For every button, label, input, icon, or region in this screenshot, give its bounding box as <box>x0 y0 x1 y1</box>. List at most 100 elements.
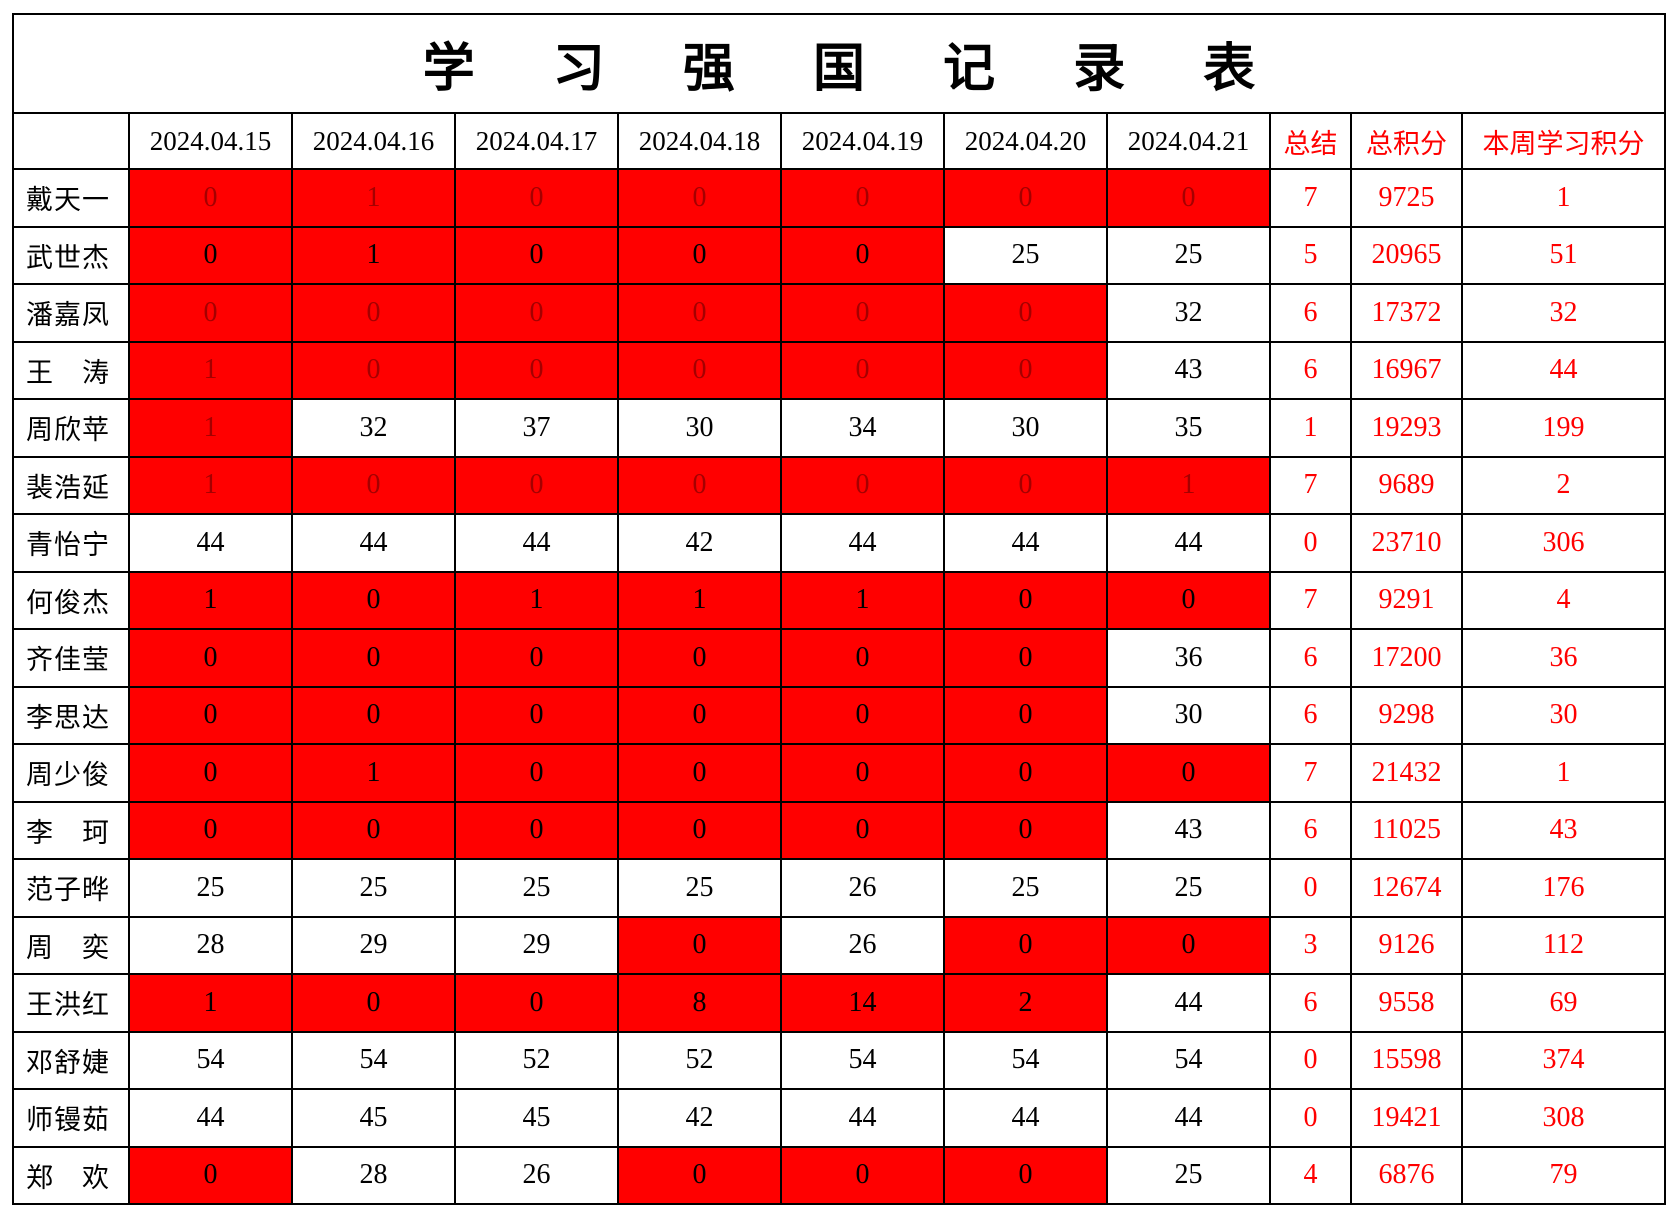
day-score-cell[interactable]: 26 <box>780 858 945 918</box>
day-score-cell[interactable]: 2 <box>943 973 1108 1033</box>
weekly-cell[interactable]: 4 <box>1460 570 1667 630</box>
day-score-cell[interactable]: 0 <box>1106 743 1271 803</box>
day-score-cell[interactable]: 0 <box>943 685 1108 745</box>
day-score-cell[interactable]: 0 <box>943 455 1108 515</box>
day-score-cell[interactable]: 1 <box>128 398 293 458</box>
day-score-cell[interactable]: 36 <box>1106 628 1271 688</box>
day-score-cell[interactable]: 44 <box>128 1088 293 1148</box>
total-cell[interactable]: 17372 <box>1350 283 1463 343</box>
day-score-cell[interactable]: 0 <box>943 283 1108 343</box>
day-score-cell[interactable]: 44 <box>128 513 293 573</box>
day-score-cell[interactable]: 42 <box>617 1088 782 1148</box>
day-score-cell[interactable]: 0 <box>617 628 782 688</box>
day-score-cell[interactable]: 44 <box>780 513 945 573</box>
total-cell[interactable]: 9689 <box>1350 455 1463 515</box>
name-cell[interactable]: 李思达 <box>12 685 130 745</box>
day-score-cell[interactable]: 0 <box>780 168 945 228</box>
name-cell[interactable]: 郑 欢 <box>12 1145 130 1205</box>
day-score-cell[interactable]: 0 <box>291 283 456 343</box>
day-score-cell[interactable]: 0 <box>291 973 456 1033</box>
summary-cell[interactable]: 7 <box>1269 570 1352 630</box>
weekly-cell[interactable]: 199 <box>1460 398 1667 458</box>
name-cell[interactable]: 何俊杰 <box>12 570 130 630</box>
name-cell[interactable]: 戴天一 <box>12 168 130 228</box>
day-score-cell[interactable]: 0 <box>943 743 1108 803</box>
day-score-cell[interactable]: 44 <box>1106 973 1271 1033</box>
day-score-cell[interactable]: 0 <box>128 800 293 860</box>
total-cell[interactable]: 21432 <box>1350 743 1463 803</box>
day-score-cell[interactable]: 43 <box>1106 340 1271 400</box>
day-score-cell[interactable]: 0 <box>454 168 619 228</box>
day-score-cell[interactable]: 1 <box>291 168 456 228</box>
name-cell[interactable]: 范子晔 <box>12 858 130 918</box>
total-cell[interactable]: 12674 <box>1350 858 1463 918</box>
day-score-cell[interactable]: 0 <box>1106 168 1271 228</box>
day-score-cell[interactable]: 0 <box>454 685 619 745</box>
day-score-cell[interactable]: 0 <box>291 455 456 515</box>
day-score-cell[interactable]: 0 <box>943 800 1108 860</box>
day-score-cell[interactable]: 37 <box>454 398 619 458</box>
day-score-cell[interactable]: 32 <box>291 398 456 458</box>
day-score-cell[interactable]: 0 <box>943 628 1108 688</box>
day-score-cell[interactable]: 1 <box>128 973 293 1033</box>
day-score-cell[interactable]: 52 <box>617 1030 782 1090</box>
day-score-cell[interactable]: 44 <box>291 513 456 573</box>
day-score-cell[interactable]: 0 <box>454 743 619 803</box>
name-cell[interactable]: 邓舒婕 <box>12 1030 130 1090</box>
weekly-cell[interactable]: 176 <box>1460 858 1667 918</box>
day-score-cell[interactable]: 52 <box>454 1030 619 1090</box>
day-score-cell[interactable]: 25 <box>1106 1145 1271 1205</box>
day-score-cell[interactable]: 54 <box>291 1030 456 1090</box>
summary-cell[interactable]: 6 <box>1269 685 1352 745</box>
day-score-cell[interactable]: 0 <box>617 283 782 343</box>
total-cell[interactable]: 9126 <box>1350 915 1463 975</box>
day-score-cell[interactable]: 54 <box>1106 1030 1271 1090</box>
summary-cell[interactable]: 0 <box>1269 1088 1352 1148</box>
weekly-cell[interactable]: 43 <box>1460 800 1667 860</box>
day-score-cell[interactable]: 0 <box>943 168 1108 228</box>
day-score-cell[interactable]: 44 <box>943 1088 1108 1148</box>
weekly-cell[interactable]: 308 <box>1460 1088 1667 1148</box>
day-score-cell[interactable]: 0 <box>780 283 945 343</box>
day-score-cell[interactable]: 32 <box>1106 283 1271 343</box>
weekly-cell[interactable]: 30 <box>1460 685 1667 745</box>
summary-cell[interactable]: 7 <box>1269 168 1352 228</box>
day-score-cell[interactable]: 44 <box>943 513 1108 573</box>
summary-cell[interactable]: 0 <box>1269 858 1352 918</box>
day-score-cell[interactable]: 34 <box>780 398 945 458</box>
total-cell[interactable]: 15598 <box>1350 1030 1463 1090</box>
day-score-cell[interactable]: 1 <box>617 570 782 630</box>
day-score-cell[interactable]: 0 <box>454 455 619 515</box>
day-score-cell[interactable]: 0 <box>128 225 293 285</box>
summary-cell[interactable]: 6 <box>1269 973 1352 1033</box>
name-cell[interactable]: 王 涛 <box>12 340 130 400</box>
day-score-cell[interactable]: 0 <box>454 283 619 343</box>
day-score-cell[interactable]: 0 <box>617 743 782 803</box>
day-score-cell[interactable]: 0 <box>780 743 945 803</box>
name-cell[interactable]: 武世杰 <box>12 225 130 285</box>
summary-cell[interactable]: 7 <box>1269 455 1352 515</box>
day-score-cell[interactable]: 25 <box>128 858 293 918</box>
total-cell[interactable]: 20965 <box>1350 225 1463 285</box>
day-score-cell[interactable]: 35 <box>1106 398 1271 458</box>
total-cell[interactable]: 9298 <box>1350 685 1463 745</box>
day-score-cell[interactable]: 1 <box>454 570 619 630</box>
total-cell[interactable]: 11025 <box>1350 800 1463 860</box>
weekly-cell[interactable]: 1 <box>1460 743 1667 803</box>
day-score-cell[interactable]: 25 <box>454 858 619 918</box>
day-score-cell[interactable]: 0 <box>617 1145 782 1205</box>
weekly-cell[interactable]: 112 <box>1460 915 1667 975</box>
total-cell[interactable]: 16967 <box>1350 340 1463 400</box>
name-cell[interactable]: 潘嘉凤 <box>12 283 130 343</box>
day-score-cell[interactable]: 54 <box>943 1030 1108 1090</box>
day-score-cell[interactable]: 25 <box>291 858 456 918</box>
day-score-cell[interactable]: 0 <box>617 168 782 228</box>
day-score-cell[interactable]: 0 <box>128 743 293 803</box>
day-score-cell[interactable]: 0 <box>291 628 456 688</box>
day-score-cell[interactable]: 54 <box>128 1030 293 1090</box>
day-score-cell[interactable]: 0 <box>454 800 619 860</box>
day-score-cell[interactable]: 0 <box>780 340 945 400</box>
day-score-cell[interactable]: 25 <box>943 858 1108 918</box>
day-score-cell[interactable]: 8 <box>617 973 782 1033</box>
day-score-cell[interactable]: 0 <box>128 168 293 228</box>
